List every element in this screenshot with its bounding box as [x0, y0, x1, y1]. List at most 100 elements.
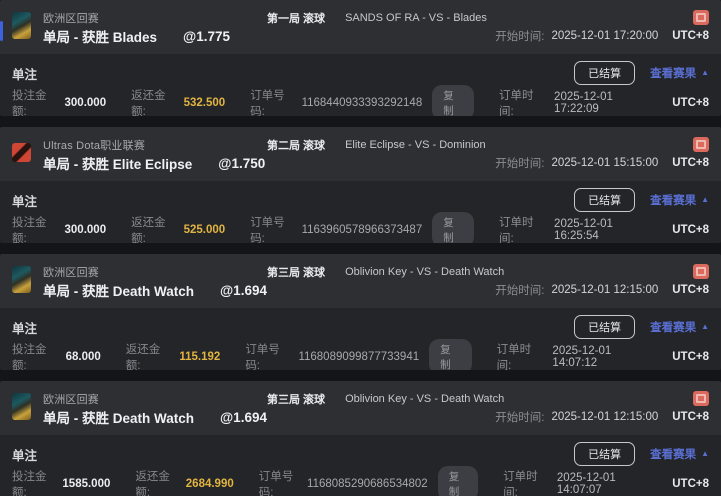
order-number-value: 1168085290686534802: [307, 477, 428, 490]
return-amount-label: 返还金额:: [131, 89, 166, 117]
copy-order-number-button[interactable]: 复制: [437, 466, 479, 496]
timezone-label: UTC+8: [672, 477, 709, 490]
bet-amount-group: 投注金额: 1585.000: [12, 468, 110, 496]
live-result-red-icon[interactable]: [693, 263, 709, 279]
copy-order-number-button[interactable]: 复制: [432, 85, 475, 116]
return-amount-value: 115.192: [179, 350, 221, 363]
bet-amount-value: 68.000: [65, 350, 101, 363]
order-time-group: 订单时间: 2025-12-01 14:07:07 UTC+8: [503, 468, 709, 496]
start-time-label: 开始时间:: [495, 31, 545, 43]
game-icon: [12, 266, 31, 293]
order-time-label: 订单时间:: [499, 89, 534, 117]
settled-status-badge[interactable]: 已结算: [574, 442, 636, 466]
start-time-value: 2025-12-01 12:15:00: [551, 411, 659, 423]
bet-amount-label: 投注金额:: [12, 343, 47, 371]
view-result-link[interactable]: 查看赛果 ▲: [650, 446, 709, 462]
return-amount-value: 525.000: [183, 223, 226, 236]
bet-odds: @1.694: [220, 282, 267, 298]
bet-amount-group: 投注金额: 300.000: [12, 214, 106, 244]
league-name: 欧洲区回赛: [43, 394, 99, 406]
timezone-label: UTC+8: [672, 223, 709, 236]
game-icon: [12, 12, 31, 39]
settled-status-badge[interactable]: 已结算: [574, 188, 636, 212]
view-result-link-text: 查看赛果: [650, 195, 697, 207]
chevron-up-icon: ▲: [701, 322, 709, 331]
bet-selection: 单局 - 获胜 Death Watch: [43, 284, 195, 299]
settled-status-badge[interactable]: 已结算: [574, 315, 636, 339]
start-time-label: 开始时间:: [495, 412, 545, 424]
return-amount-group: 返还金额: 525.000: [131, 214, 225, 244]
bet-card: 欧洲区回赛 第一局 滚球 SANDS OF RA - VS - Blades 单…: [0, 0, 721, 116]
bet-selection: 单局 - 获胜 Elite Eclipse: [43, 157, 193, 172]
game-icon: [12, 393, 31, 420]
bet-card-body: 单注 已结算 查看赛果 ▲ 投注金额: 300.000 返还金额: 532.50…: [0, 54, 721, 116]
live-result-red-icon[interactable]: [693, 136, 709, 152]
bet-amount-value: 300.000: [64, 223, 107, 236]
order-time-group: 订单时间: 2025-12-01 17:22:09 UTC+8: [499, 87, 709, 117]
order-time-value: 2025-12-01 17:22:09: [554, 90, 613, 115]
return-amount-label: 返还金额:: [131, 216, 166, 244]
order-number-label: 订单号码:: [258, 470, 294, 496]
league-name: 欧洲区回赛: [43, 267, 99, 279]
bet-amount-value: 300.000: [64, 96, 107, 109]
return-amount-value: 532.500: [183, 96, 226, 109]
timezone-label: UTC+8: [672, 350, 709, 363]
return-amount-label: 返还金额:: [125, 343, 161, 371]
chevron-up-icon: ▲: [701, 68, 709, 77]
order-time-label: 订单时间:: [496, 343, 532, 371]
bet-odds: @1.750: [218, 155, 266, 171]
order-time-value: 2025-12-01 14:07:12: [552, 344, 612, 369]
bet-card-header-main: Ultras Dota职业联赛 第二局 滚球 Elite Eclipse - V…: [43, 136, 709, 173]
match-name: Oblivion Key - VS - Death Watch: [345, 266, 505, 278]
order-number-value: 1168089099877733941: [298, 350, 420, 363]
view-result-link[interactable]: 查看赛果 ▲: [650, 319, 709, 335]
order-time-group: 订单时间: 2025-12-01 16:25:54 UTC+8: [499, 214, 709, 244]
view-result-link[interactable]: 查看赛果 ▲: [650, 192, 709, 208]
match-name: Elite Eclipse - VS - Dominion: [345, 139, 486, 151]
bet-amount-group: 投注金额: 300.000: [12, 87, 106, 117]
timezone-label: UTC+8: [672, 96, 709, 109]
bet-card: 欧洲区回赛 第三局 滚球 Oblivion Key - VS - Death W…: [0, 381, 721, 496]
league-name: 欧洲区回赛: [43, 13, 99, 25]
chevron-up-icon: ▲: [701, 449, 709, 458]
view-result-link-text: 查看赛果: [650, 449, 697, 461]
settled-status-badge[interactable]: 已结算: [574, 61, 636, 85]
match-name: SANDS OF RA - VS - Blades: [345, 12, 487, 24]
bet-card-header-main: 欧洲区回赛 第一局 滚球 SANDS OF RA - VS - Blades 单…: [43, 9, 709, 46]
bet-amount-group: 投注金额: 68.000: [12, 341, 101, 371]
view-result-link-text: 查看赛果: [650, 322, 697, 334]
bet-selection: 单局 - 获胜 Death Watch: [43, 411, 195, 426]
order-time-label: 订单时间:: [503, 470, 538, 496]
return-amount-group: 返还金额: 2684.990: [135, 468, 233, 496]
live-result-red-icon[interactable]: [693, 390, 709, 406]
order-number-value: 1168440933393292148: [301, 96, 423, 109]
copy-order-number-button[interactable]: 复制: [429, 339, 472, 370]
single-bet-label: 单注: [12, 194, 38, 209]
timezone-label: UTC+8: [672, 157, 709, 169]
match-period-label: 第一局 滚球: [267, 13, 326, 25]
bet-card: 欧洲区回赛 第三局 滚球 Oblivion Key - VS - Death W…: [0, 254, 721, 370]
view-result-link[interactable]: 查看赛果 ▲: [650, 65, 709, 81]
bet-amount-value: 1585.000: [62, 477, 111, 490]
return-amount-group: 返还金额: 115.192: [126, 341, 221, 371]
match-period-label: 第三局 滚球: [267, 394, 326, 406]
start-time-group: 开始时间: 2025-12-01 17:20:00 UTC+8: [495, 28, 709, 44]
bet-amount-label: 投注金额:: [12, 470, 47, 496]
chevron-up-icon: ▲: [701, 195, 709, 204]
match-period-label: 第二局 滚球: [267, 140, 326, 152]
timezone-label: UTC+8: [672, 284, 709, 296]
bet-card-header: 欧洲区回赛 第三局 滚球 Oblivion Key - VS - Death W…: [0, 381, 721, 435]
match-period-label: 第三局 滚球: [267, 267, 326, 279]
timezone-label: UTC+8: [672, 30, 709, 42]
copy-order-number-button[interactable]: 复制: [432, 212, 475, 243]
live-result-red-icon[interactable]: [693, 9, 709, 25]
bet-odds: @1.694: [220, 409, 267, 425]
bet-card-body: 单注 已结算 查看赛果 ▲ 投注金额: 1585.000 返还金额: 2684.…: [0, 435, 721, 496]
order-number-label: 订单号码:: [250, 216, 285, 244]
single-bet-label: 单注: [12, 448, 38, 463]
timezone-label: UTC+8: [672, 411, 709, 423]
start-time-value: 2025-12-01 12:15:00: [551, 284, 659, 296]
bet-card-header-main: 欧洲区回赛 第三局 滚球 Oblivion Key - VS - Death W…: [43, 263, 709, 300]
game-icon: [12, 143, 31, 162]
